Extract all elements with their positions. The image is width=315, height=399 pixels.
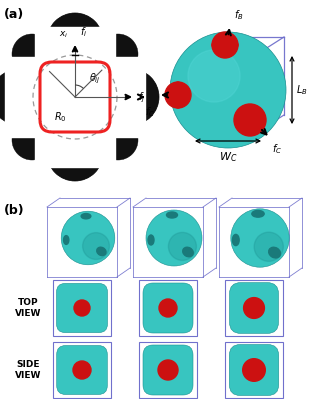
Ellipse shape	[148, 235, 154, 245]
Text: $\lambda = 1$: $\lambda = 1$	[154, 381, 182, 393]
Circle shape	[47, 125, 103, 181]
Ellipse shape	[269, 247, 280, 258]
Circle shape	[254, 232, 284, 261]
FancyBboxPatch shape	[40, 62, 110, 132]
Text: $f_C$: $f_C$	[272, 142, 282, 156]
Text: (a): (a)	[4, 8, 24, 21]
Text: $\theta_{ij}$: $\theta_{ij}$	[89, 72, 101, 86]
Circle shape	[98, 120, 138, 160]
Circle shape	[98, 34, 138, 74]
Ellipse shape	[64, 235, 69, 245]
Circle shape	[47, 13, 103, 69]
FancyBboxPatch shape	[230, 282, 278, 334]
Circle shape	[146, 210, 202, 266]
Circle shape	[61, 211, 115, 265]
Circle shape	[243, 298, 264, 318]
FancyBboxPatch shape	[229, 344, 279, 395]
Circle shape	[234, 104, 266, 136]
Circle shape	[231, 209, 289, 267]
Ellipse shape	[212, 40, 238, 50]
Circle shape	[165, 82, 191, 108]
Text: (b): (b)	[4, 204, 25, 217]
Text: SIDE
VIEW: SIDE VIEW	[15, 360, 41, 380]
Text: $L_B$: $L_B$	[296, 83, 308, 97]
Circle shape	[83, 233, 109, 259]
Text: $f_C$: $f_C$	[145, 105, 155, 119]
Circle shape	[0, 69, 47, 125]
Ellipse shape	[173, 82, 183, 108]
Ellipse shape	[81, 213, 91, 219]
Text: $W_C$: $W_C$	[219, 150, 237, 164]
FancyBboxPatch shape	[143, 283, 193, 333]
Text: $f_B$: $f_B$	[234, 8, 243, 22]
Circle shape	[35, 57, 115, 137]
Circle shape	[169, 232, 196, 261]
Circle shape	[243, 359, 265, 381]
Text: $R_0$: $R_0$	[54, 110, 67, 124]
Circle shape	[12, 120, 52, 160]
Circle shape	[212, 32, 238, 58]
Text: $f_j$: $f_j$	[138, 91, 145, 105]
FancyBboxPatch shape	[56, 283, 107, 333]
Circle shape	[188, 50, 240, 102]
Text: $\lambda = 1.1$: $\lambda = 1.1$	[62, 381, 102, 393]
Text: $x_i$: $x_i$	[59, 30, 68, 40]
Ellipse shape	[97, 247, 106, 256]
Ellipse shape	[167, 212, 177, 218]
Ellipse shape	[232, 234, 239, 246]
FancyBboxPatch shape	[57, 346, 107, 395]
Circle shape	[12, 34, 52, 74]
Circle shape	[159, 299, 177, 317]
Circle shape	[170, 32, 286, 148]
FancyBboxPatch shape	[143, 345, 193, 395]
Circle shape	[73, 361, 91, 379]
Circle shape	[103, 69, 159, 125]
Text: TOP
VIEW: TOP VIEW	[15, 298, 41, 318]
Circle shape	[74, 300, 90, 316]
Ellipse shape	[183, 247, 193, 257]
Ellipse shape	[252, 210, 264, 217]
Circle shape	[158, 360, 178, 380]
Text: $f_i$: $f_i$	[80, 25, 87, 39]
Text: $\lambda = 0.9$: $\lambda = 0.9$	[234, 381, 274, 393]
Bar	[35, 27, 115, 167]
Bar	[5, 57, 145, 137]
